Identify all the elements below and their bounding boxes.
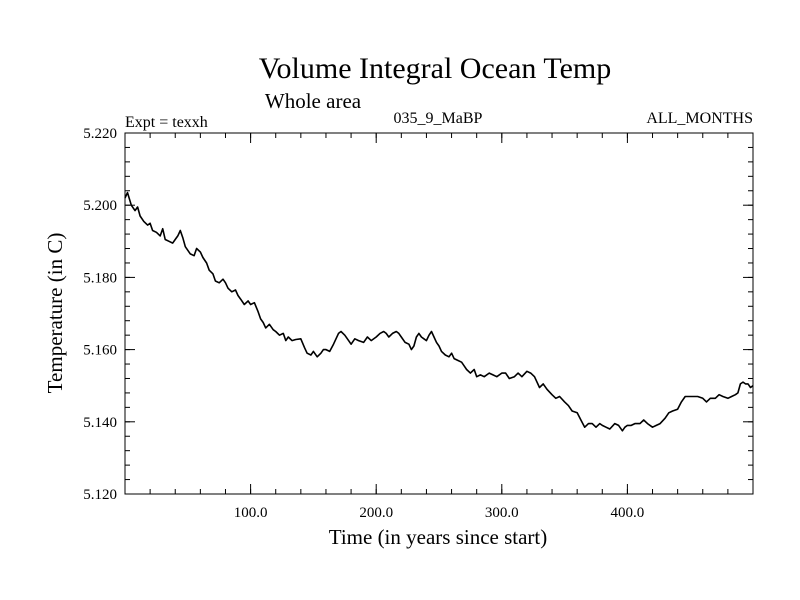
y-tick-label: 5.200: [83, 198, 117, 214]
experiment-label: Expt = texxh: [125, 114, 208, 131]
y-tick-label: 5.220: [83, 126, 117, 142]
y-tick-labels: 5.120 5.140 5.160 5.180 5.200 5.220: [83, 126, 117, 503]
x-tick-label: 300.0: [485, 505, 519, 521]
x-tick-label: 100.0: [234, 505, 268, 521]
axis-ticks: [125, 132, 753, 495]
chart-title: Volume Integral Ocean Temp: [259, 52, 612, 85]
x-axis-label: Time (in years since start): [329, 525, 548, 549]
chart-subtitle: Whole area: [265, 89, 362, 113]
y-tick-label: 5.140: [83, 415, 117, 431]
period-label: 035_9_MaBP: [394, 110, 483, 127]
plot-frame: [124, 132, 754, 495]
y-axis-label: Temperature (in C): [43, 233, 67, 394]
y-tick-label: 5.180: [83, 270, 117, 286]
x-tick-label: 200.0: [359, 505, 393, 521]
y-tick-label: 5.120: [83, 487, 117, 503]
months-label: ALL_MONTHS: [646, 110, 753, 127]
y-tick-label: 5.160: [83, 343, 117, 359]
temperature-series-line: [124, 191, 754, 432]
x-tick-labels: 100.0 200.0 300.0 400.0: [234, 505, 645, 521]
x-tick-label: 400.0: [611, 505, 645, 521]
